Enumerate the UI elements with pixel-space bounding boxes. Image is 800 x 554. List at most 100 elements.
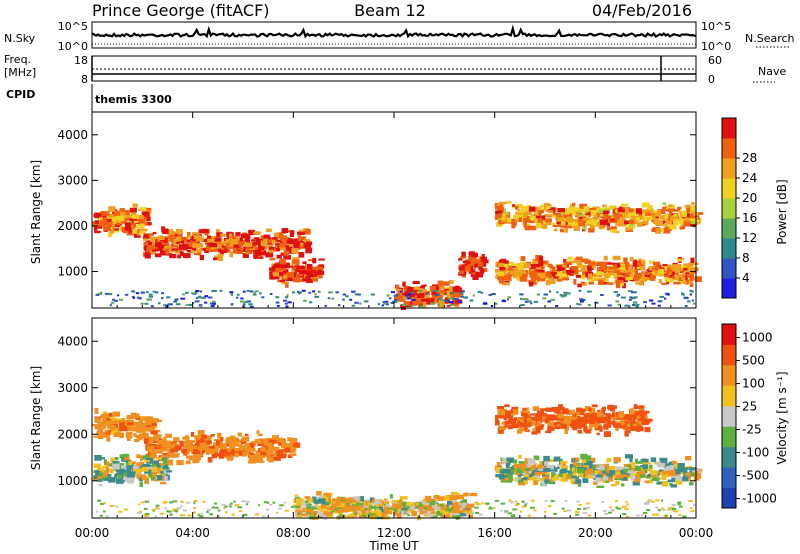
scatter-cell [556, 224, 565, 228]
scatter-cell [433, 289, 439, 292]
scatter-cell [465, 510, 474, 516]
scatter-cell [522, 462, 531, 466]
scatter-cell [670, 204, 675, 210]
scatter-cell [577, 283, 582, 288]
scatter-cell [627, 464, 632, 469]
scatter-cell [616, 294, 619, 297]
scatter-cell [123, 453, 130, 458]
scatter-cell [242, 290, 246, 293]
scatter-cell [587, 265, 594, 270]
scatter-cell [440, 503, 444, 508]
scatter-cell [657, 509, 661, 512]
scatter-cell [205, 238, 209, 243]
scatter-cell [144, 460, 150, 463]
scatter-cell [141, 474, 147, 480]
scatter-cell [494, 302, 498, 305]
scatter-cell [584, 429, 592, 434]
scatter-cell [278, 507, 282, 510]
scatter-cell [197, 436, 202, 441]
scatter-cell [235, 250, 242, 254]
scatter-cell [458, 266, 466, 270]
scatter-cell [517, 473, 523, 477]
scatter-cell [578, 218, 585, 222]
scatter-cell [216, 229, 220, 235]
scatter-cell [133, 220, 139, 223]
scatter-cell [231, 513, 235, 516]
scatter-cell [521, 477, 527, 481]
scatter-cell [292, 277, 299, 280]
scatter-cell [506, 275, 512, 281]
scatter-cell [527, 300, 532, 303]
scatter-cell [420, 500, 425, 503]
scatter-cell [102, 465, 109, 468]
scatter-cell [477, 261, 483, 267]
scatter-cell [280, 444, 286, 448]
scatter-cell [275, 243, 282, 247]
scatter-cell [309, 511, 315, 517]
scatter-cell [529, 467, 534, 471]
scatter-cell [499, 413, 505, 419]
scatter-cell [170, 234, 178, 237]
scatter-cell [307, 264, 313, 270]
scatter-cell [142, 467, 148, 471]
scatter-cell [160, 297, 164, 300]
scatter-cell [661, 470, 666, 475]
scatter-cell [495, 268, 502, 273]
scatter-cell [263, 234, 271, 239]
scatter-cell [244, 234, 251, 240]
scatter-cell [364, 300, 369, 303]
scatter-cell [242, 249, 247, 252]
scatter-cell [523, 209, 532, 215]
scatter-cell [673, 218, 678, 225]
scatter-cell [514, 267, 518, 271]
scatter-cell [197, 430, 205, 436]
scatter-cell [628, 298, 632, 301]
scatter-cell [564, 473, 570, 480]
scatter-cell [485, 502, 490, 505]
scatter-cell [296, 515, 302, 518]
scatter-cell [207, 457, 213, 463]
scatter-cell [545, 280, 551, 286]
scatter-cell [585, 507, 590, 509]
scatter-cell [617, 208, 625, 213]
scatter-cell [505, 462, 510, 469]
scatter-cell [227, 448, 232, 453]
scatter-cell [340, 500, 348, 503]
scatter-cell [481, 502, 485, 505]
scatter-cell [539, 412, 543, 417]
scatter-cell [513, 417, 518, 422]
scatter-cell [151, 248, 159, 252]
scatter-cell [673, 475, 682, 480]
scatter-cell [607, 407, 613, 411]
scatter-cell [159, 250, 166, 256]
scatter-cell [553, 228, 558, 232]
scatter-cell [258, 244, 261, 250]
scatter-cell [272, 272, 281, 277]
scatter-cell [475, 271, 484, 278]
scatter-cell [369, 505, 374, 508]
scatter-cell [97, 220, 105, 227]
scatter-cell [148, 293, 153, 296]
scatter-cell [664, 274, 671, 277]
scatter-cell [583, 426, 588, 431]
scatter-cell [173, 509, 178, 512]
scatter-cell [198, 229, 203, 234]
scatter-cell [632, 423, 638, 427]
scatter-cell [583, 206, 590, 212]
scatter-cell [617, 219, 623, 225]
scatter-cell [194, 291, 198, 294]
scatter-cell [143, 507, 148, 510]
scatter-cell [527, 413, 535, 416]
scatter-cell [677, 463, 685, 466]
scatter-cell [690, 509, 695, 512]
scatter-cell [306, 273, 315, 278]
scatter-cell [413, 504, 416, 507]
scatter-cell [638, 418, 644, 421]
scatter-cell [640, 266, 646, 271]
scatter-cell [292, 438, 296, 443]
scatter-cell [601, 210, 609, 214]
scatter-cell [672, 209, 681, 212]
scatter-cell [691, 290, 694, 293]
scatter-cell [556, 422, 562, 425]
scatter-cell [634, 291, 637, 294]
